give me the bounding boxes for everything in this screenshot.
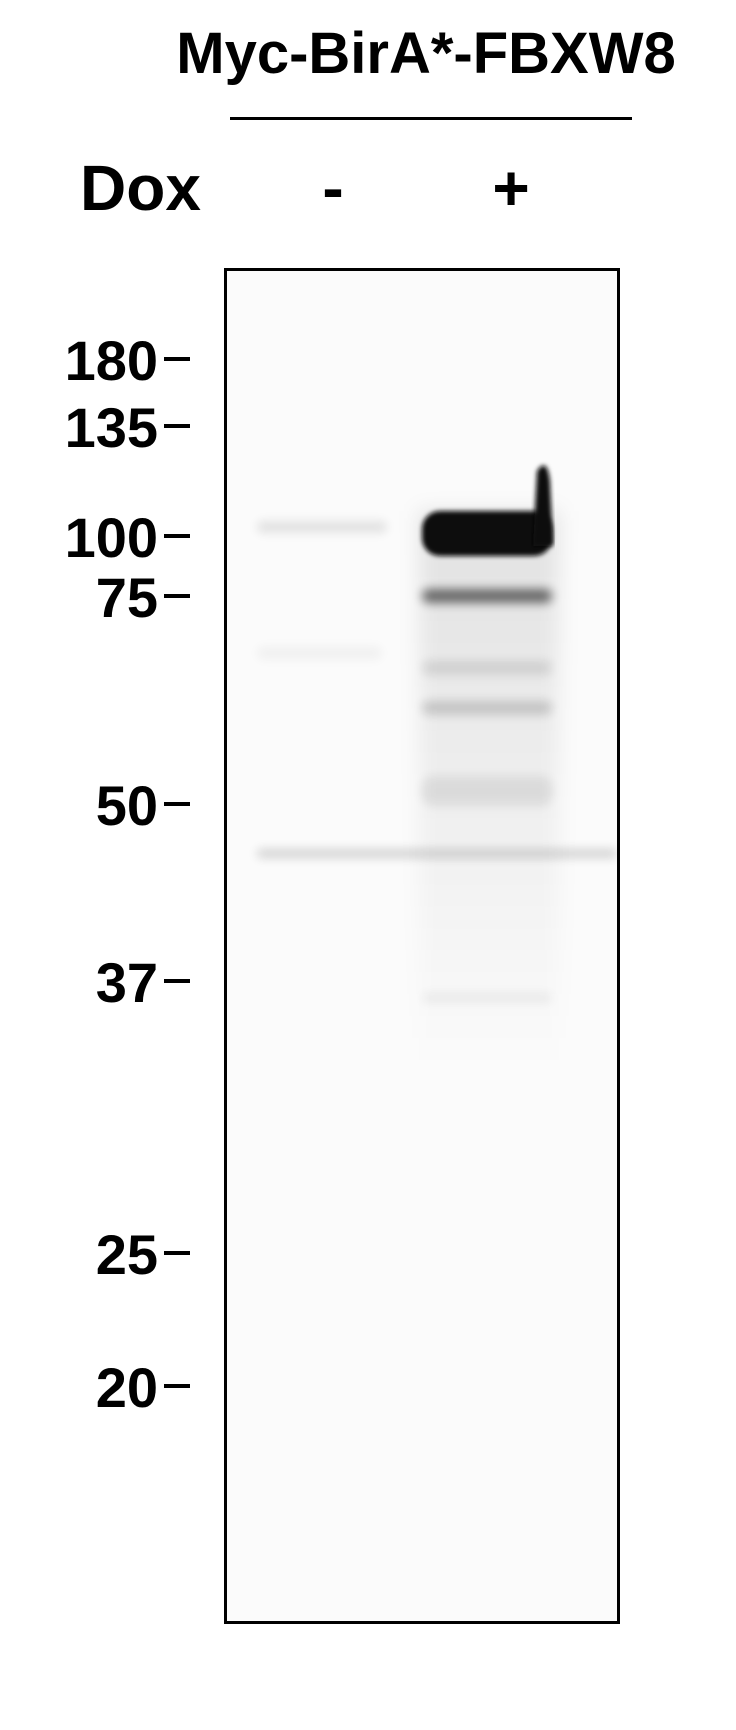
band-plus-65 xyxy=(422,661,552,675)
marker-tick xyxy=(164,1251,190,1256)
construct-label: Myc-BirA*-FBXW8 xyxy=(176,21,676,86)
marker-tick xyxy=(164,357,190,362)
band-plus-75 xyxy=(422,589,552,603)
western-blot-image xyxy=(224,268,620,1624)
marker-180: 180 xyxy=(65,333,190,389)
marker-135: 135 xyxy=(65,400,190,456)
band-plus-33 xyxy=(422,993,552,1003)
band-minus-100 xyxy=(257,521,387,533)
marker-100: 100 xyxy=(65,510,190,566)
marker-tick xyxy=(164,979,190,984)
marker-tick xyxy=(164,424,190,429)
marker-50: 50 xyxy=(96,778,190,834)
lane-minus-label: - xyxy=(322,152,344,224)
construct-underline xyxy=(230,117,632,120)
band-plus-edge xyxy=(533,465,553,546)
marker-tick xyxy=(164,802,190,807)
marker-75: 75 xyxy=(96,570,190,626)
band-plus-60 xyxy=(422,701,552,715)
band-shared-42 xyxy=(257,849,617,858)
marker-tick xyxy=(164,594,190,599)
band-plus-48 xyxy=(422,776,552,806)
band-plus-main xyxy=(422,511,552,556)
marker-37: 37 xyxy=(96,955,190,1011)
blot-bands xyxy=(227,271,617,1621)
marker-tick xyxy=(164,1384,190,1389)
band-minus-70 xyxy=(257,646,382,660)
lane-plus-label: + xyxy=(492,152,530,224)
marker-tick xyxy=(164,534,190,539)
dox-label: Dox xyxy=(80,152,201,224)
marker-25: 25 xyxy=(96,1227,190,1283)
marker-20: 20 xyxy=(96,1360,190,1416)
